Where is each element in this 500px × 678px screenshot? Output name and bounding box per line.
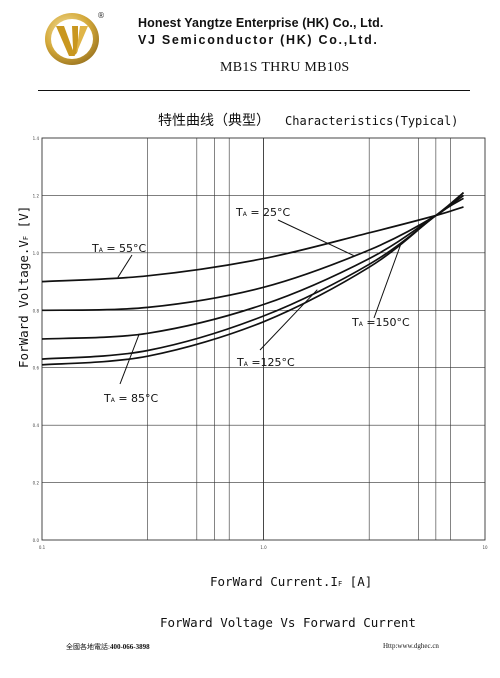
x-tick-label: 1.0 — [260, 545, 267, 550]
annotation-leader — [277, 219, 354, 256]
annotation-leader — [259, 289, 318, 351]
annotation-label: TA = 55°C — [91, 242, 147, 255]
y-tick-label: 0.6 — [33, 366, 40, 371]
y-tick-label: 0.4 — [33, 423, 40, 428]
part-range: MB1S THRU MB10S — [220, 60, 350, 75]
x-tick-label: 10 — [482, 545, 488, 550]
chart-annotations: TA = 55°C TA = 25°C TA = 85°C TA =125°C TA =… — [91, 206, 410, 405]
registered-mark: ® — [97, 11, 105, 20]
annotation-label: TA = 85°C — [103, 392, 159, 405]
y-tick-label: 0.2 — [33, 481, 40, 486]
header-divider — [38, 90, 470, 91]
vj-logo-icon: ® — [45, 11, 105, 65]
annotation-label: TA = 25°C — [235, 206, 291, 219]
y-axis-label: ForWard Voltage.VF [V] — [16, 205, 31, 368]
section-title-cn: 特性曲线（典型） — [158, 113, 270, 129]
x-axis-label: ForWard Current.IF [A] — [210, 574, 373, 589]
hotline: 全國各地電話:400-066-3898 — [66, 643, 150, 651]
website: Http:www.dghec.cn — [383, 642, 439, 650]
company-name-line2: VJ Semiconductor (HK) Co.,Ltd. — [138, 33, 379, 47]
company-name-line1: Honest Yangtze Enterprise (HK) Co., Ltd. — [138, 16, 384, 30]
y-tick-label: 1.2 — [33, 193, 40, 198]
chart-title: ForWard Voltage Vs Forward Current — [160, 615, 416, 630]
chart-grid — [41, 137, 486, 541]
x-tick-label: 0.1 — [39, 545, 46, 550]
y-tick-label: 0.8 — [33, 308, 40, 313]
section-title-en: Characteristics(Typical) — [285, 114, 459, 128]
chart-ticks: 0.0 0.2 0.4 0.6 0.8 1.0 1.2 1.4 0.1 1.0 10 — [33, 136, 488, 550]
annotation-label: TA =125°C — [236, 356, 295, 369]
y-tick-label: 1.0 — [33, 251, 40, 256]
chart-curves — [41, 191, 465, 366]
y-tick-label: 0.0 — [33, 538, 40, 543]
annotation-leader — [117, 254, 133, 278]
annotation-label: TA =150°C — [351, 316, 410, 329]
annotation-leader — [119, 333, 140, 385]
series-line-5 — [41, 197, 464, 366]
annotation-leader — [373, 241, 403, 319]
y-tick-label: 1.4 — [33, 136, 40, 141]
